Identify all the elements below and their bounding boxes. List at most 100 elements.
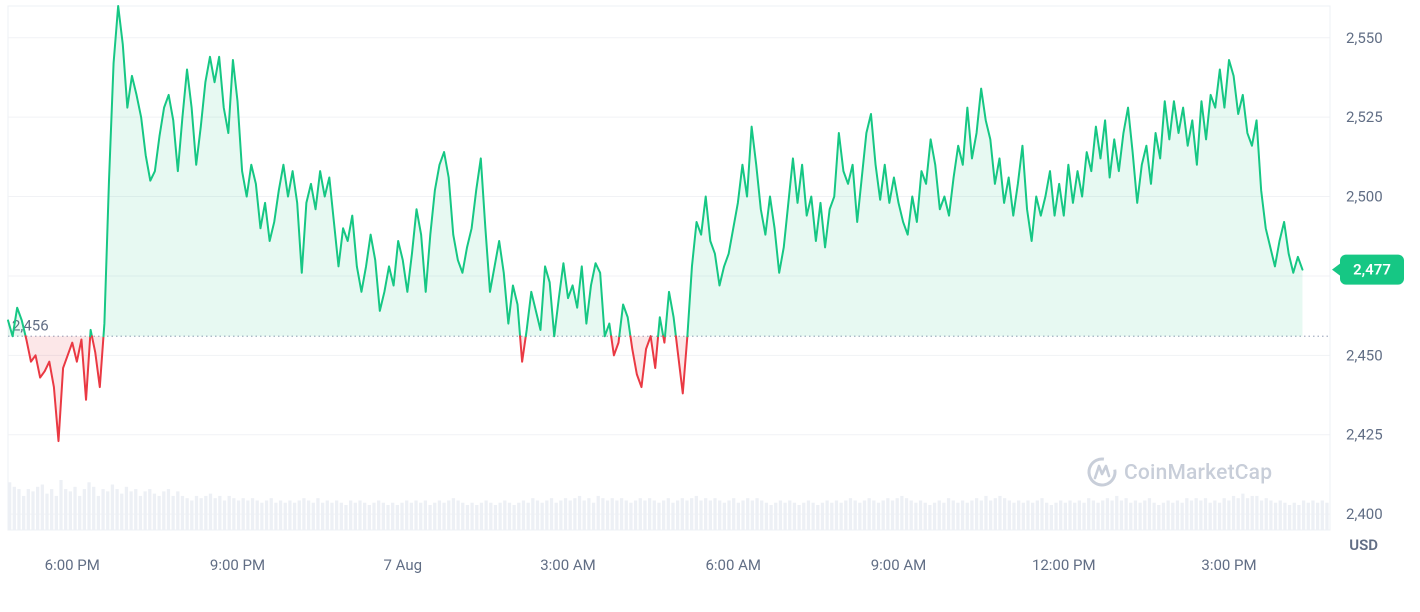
- volume-bar: [653, 500, 656, 530]
- volume-bar: [237, 500, 240, 530]
- volume-bar: [55, 496, 58, 530]
- volume-bar: [891, 500, 894, 530]
- volume-bar: [896, 498, 899, 530]
- volume-bar: [634, 500, 637, 530]
- volume-bar: [1218, 503, 1221, 530]
- volume-bar: [671, 503, 674, 530]
- volume-bar: [1325, 503, 1328, 530]
- volume-bar: [984, 496, 987, 530]
- volume-bar: [1054, 503, 1057, 530]
- volume-bar: [1101, 500, 1104, 530]
- volume-bar: [400, 503, 403, 530]
- volume-bar: [270, 498, 273, 530]
- volume-bar: [956, 503, 959, 530]
- volume-bar: [171, 496, 174, 530]
- volume-bar: [92, 487, 95, 530]
- volume-bar: [312, 503, 315, 530]
- volume-bar: [1321, 500, 1324, 530]
- volume-bar: [129, 491, 132, 530]
- volume-bar: [910, 500, 913, 530]
- volume-bar: [569, 500, 572, 530]
- volume-bar: [1176, 500, 1179, 530]
- volume-bar: [849, 498, 852, 530]
- volume-bar: [372, 503, 375, 530]
- volume-bar: [989, 500, 992, 530]
- volume-bar: [1026, 500, 1029, 530]
- volume-bar: [942, 503, 945, 530]
- volume-bar: [503, 500, 506, 530]
- volume-bar: [970, 500, 973, 530]
- volume-bar: [186, 498, 189, 530]
- volume-bar: [1213, 500, 1216, 530]
- volume-bar: [1251, 496, 1254, 530]
- price-chart[interactable]: 2,4002,4252,4502,4752,5002,5252,5502,456…: [0, 0, 1420, 612]
- volume-bar: [811, 503, 814, 530]
- volume-bar: [587, 498, 590, 530]
- volume-bar: [1283, 503, 1286, 530]
- volume-bar: [769, 505, 772, 530]
- volume-bar: [1092, 500, 1095, 530]
- volume-bar: [307, 500, 310, 530]
- volume-bar: [938, 500, 941, 530]
- volume-bar: [830, 503, 833, 530]
- volume-bar: [998, 496, 1001, 530]
- volume-bar: [597, 496, 600, 530]
- volume-bar: [382, 503, 385, 530]
- volume-bar: [536, 500, 539, 530]
- volume-bar: [195, 496, 198, 530]
- volume-bar: [125, 487, 128, 530]
- volume-bar: [45, 494, 48, 530]
- volume-bar: [1316, 503, 1319, 530]
- volume-bar: [246, 500, 249, 530]
- volume-bar: [256, 500, 259, 530]
- volume-bar: [914, 503, 917, 530]
- volume-bar: [1181, 503, 1184, 530]
- volume-bar: [924, 503, 927, 530]
- volume-bar: [1157, 505, 1160, 530]
- volume-bar: [1106, 498, 1109, 530]
- volume-bar: [1096, 503, 1099, 530]
- x-tick-label: 6:00 PM: [45, 556, 100, 574]
- volume-bar: [1288, 505, 1291, 530]
- volume-bar: [190, 500, 193, 530]
- volume-bar: [59, 480, 62, 530]
- volume-bar: [13, 487, 16, 530]
- volume-bar: [1293, 503, 1296, 530]
- volume-bar: [1237, 498, 1240, 530]
- volume-bar: [1171, 503, 1174, 530]
- volume-bar: [484, 500, 487, 530]
- volume-bar: [204, 496, 207, 530]
- volume-bar: [657, 503, 660, 530]
- volume-bar: [629, 503, 632, 530]
- volume-bar: [527, 503, 530, 530]
- volume-bar: [578, 496, 581, 530]
- volume-bar: [1017, 500, 1020, 530]
- volume-bar: [746, 498, 749, 530]
- volume-bar: [1199, 500, 1202, 530]
- volume-bar: [8, 482, 11, 530]
- volume-bar: [966, 503, 969, 530]
- volume-bar: [377, 500, 380, 530]
- x-tick-label: 9:00 PM: [210, 556, 265, 574]
- volume-bar: [1078, 500, 1081, 530]
- volume-bar: [615, 500, 618, 530]
- volume-bar: [284, 503, 287, 530]
- volume-bar: [1138, 503, 1141, 530]
- volume-bar: [354, 503, 357, 530]
- volume-bar: [774, 503, 777, 530]
- volume-bar: [69, 491, 72, 530]
- y-tick-label: 2,425: [1346, 426, 1383, 444]
- volume-bar: [386, 505, 389, 530]
- volume-bar: [302, 498, 305, 530]
- volume-bar: [410, 503, 413, 530]
- volume-bar: [167, 489, 170, 530]
- volume-bar: [1087, 498, 1090, 530]
- volume-bar: [330, 503, 333, 530]
- volume-bar: [293, 503, 296, 530]
- volume-bar: [681, 498, 684, 530]
- volume-bar: [27, 489, 30, 530]
- volume-bar: [1073, 503, 1076, 530]
- volume-bar: [1265, 498, 1268, 530]
- volume-bar: [1050, 505, 1053, 530]
- volume-bar: [442, 503, 445, 530]
